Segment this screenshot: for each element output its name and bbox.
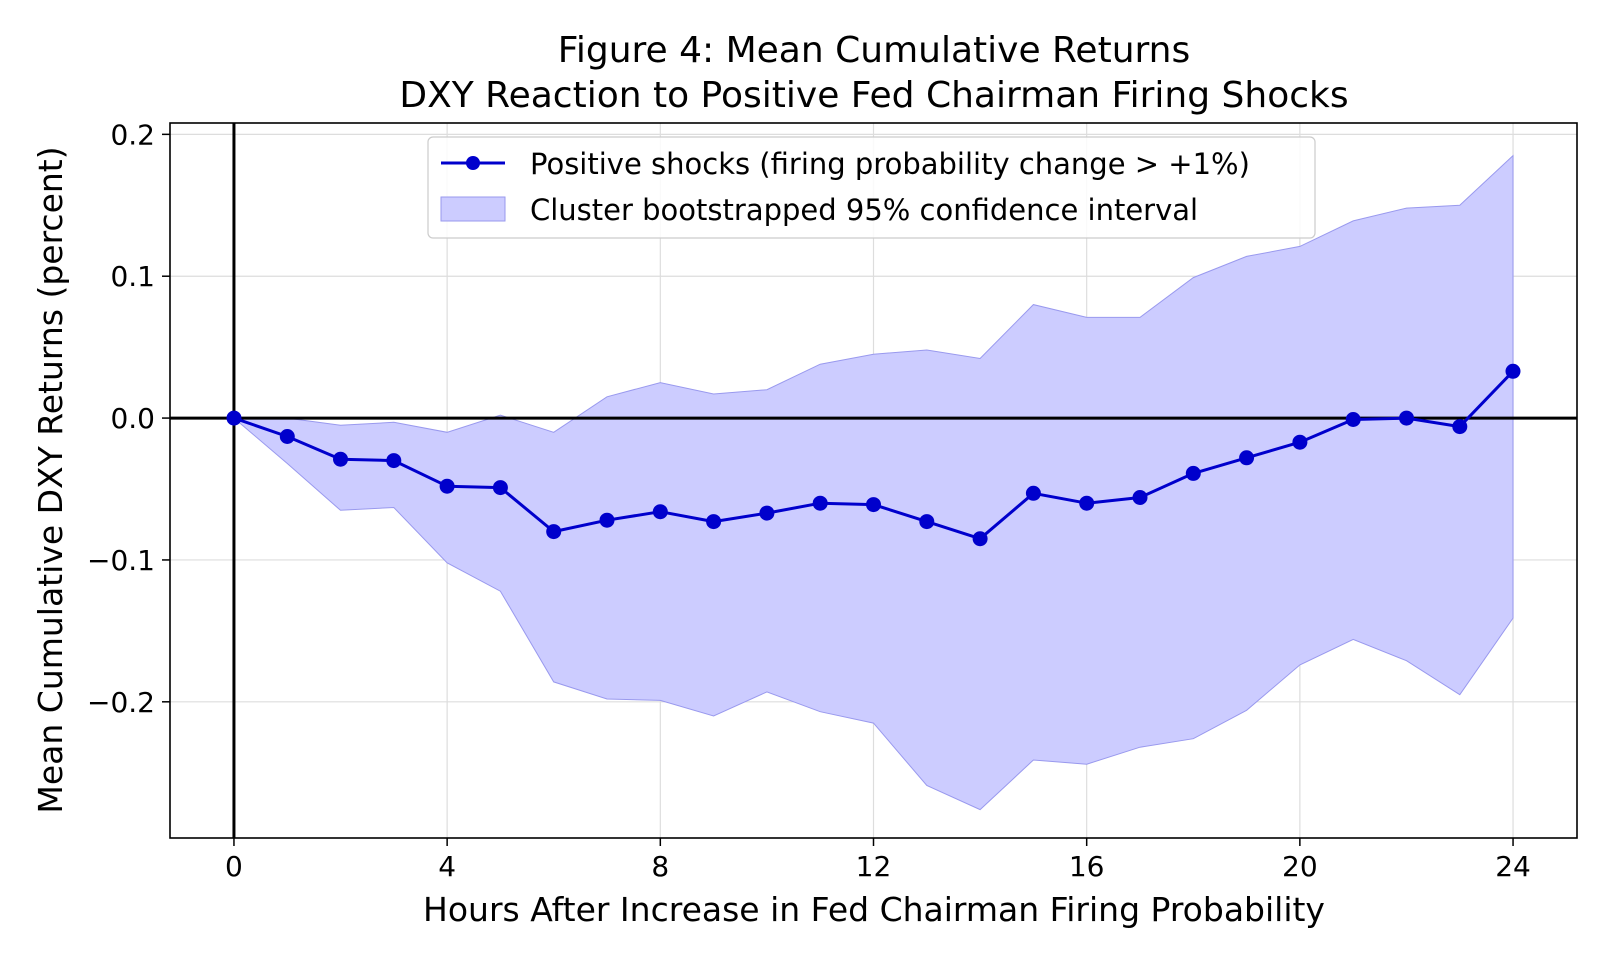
series-point (1185, 465, 1201, 481)
x-tick-label: 24 (1495, 850, 1531, 883)
x-ticks: 0 4 8 12 16 20 24 (225, 838, 1531, 883)
series-point (1399, 410, 1414, 426)
series-point (386, 453, 402, 469)
legend-band-swatch (440, 196, 506, 222)
legend-label-series: Positive shocks (firing probability chan… (530, 147, 1250, 181)
x-tick-label: 20 (1282, 850, 1318, 883)
chart-title-line2: DXY Reaction to Positive Fed Chairman Fi… (399, 75, 1348, 116)
confidence-band (232, 154, 1514, 811)
series-point (972, 531, 988, 547)
y-tick-label: −0.1 (87, 544, 155, 577)
legend-box (427, 136, 1316, 239)
legend: Positive shocks (firing probability chan… (427, 136, 1316, 239)
x-tick-label: 4 (438, 850, 456, 883)
y-tick-label: −0.2 (87, 686, 155, 719)
chart-title-line1: Figure 4: Mean Cumulative Returns (558, 30, 1191, 71)
series-point (1345, 412, 1361, 427)
series-layer (226, 363, 1521, 547)
y-tick-label: 0.1 (110, 260, 155, 293)
legend-label-band: Cluster bootstrapped 95% confidence inte… (530, 193, 1198, 227)
series-point (1505, 363, 1521, 379)
x-tick-label: 0 (225, 850, 243, 883)
series-point (1292, 434, 1308, 450)
series-point (759, 505, 775, 521)
series-point (492, 480, 508, 496)
series-point (439, 478, 455, 494)
x-tick-label: 12 (856, 850, 892, 883)
y-ticks: −0.2 −0.1 0.0 0.1 0.2 (87, 118, 170, 719)
series-point (546, 524, 562, 540)
series-point (226, 410, 242, 426)
confidence-band-layer (232, 154, 1514, 811)
series-point (866, 497, 881, 513)
x-tick-label: 16 (1069, 850, 1105, 883)
x-axis-label: Hours After Increase in Fed Chairman Fir… (423, 890, 1325, 929)
series-point (333, 451, 348, 467)
series-point (279, 429, 295, 444)
y-tick-label: 0.0 (110, 402, 155, 435)
legend-marker-swatch (466, 156, 480, 170)
series-point (706, 514, 722, 530)
series-point (652, 504, 668, 520)
y-axis-label: Mean Cumulative DXY Returns (percent) (31, 146, 70, 813)
x-tick-label: 8 (651, 850, 669, 883)
series-point (1025, 485, 1041, 501)
y-tick-label: 0.2 (110, 118, 155, 151)
series-point (1452, 419, 1468, 435)
series-point (599, 512, 615, 528)
series-point (1132, 490, 1148, 505)
reference-lines-layer (170, 123, 1577, 838)
series-point (1079, 495, 1095, 511)
series-point (1239, 450, 1255, 466)
series-point (919, 514, 935, 530)
series-point (812, 495, 828, 511)
